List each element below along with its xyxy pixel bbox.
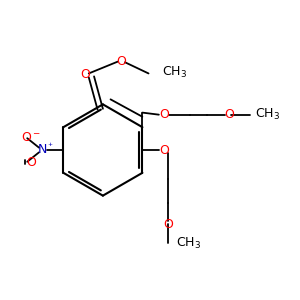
Text: N: N xyxy=(37,143,46,157)
Text: O: O xyxy=(80,68,90,80)
Text: O: O xyxy=(26,156,36,169)
Text: O: O xyxy=(116,55,126,68)
Text: CH$_3$: CH$_3$ xyxy=(254,107,280,122)
Text: CH$_3$: CH$_3$ xyxy=(176,236,202,251)
Text: O: O xyxy=(159,144,169,157)
Text: O: O xyxy=(225,108,234,121)
Text: $^+$: $^+$ xyxy=(46,142,54,151)
Text: O: O xyxy=(159,108,169,121)
Text: O$^-$: O$^-$ xyxy=(21,131,41,144)
Text: O: O xyxy=(163,218,173,231)
Text: CH$_3$: CH$_3$ xyxy=(162,65,187,80)
